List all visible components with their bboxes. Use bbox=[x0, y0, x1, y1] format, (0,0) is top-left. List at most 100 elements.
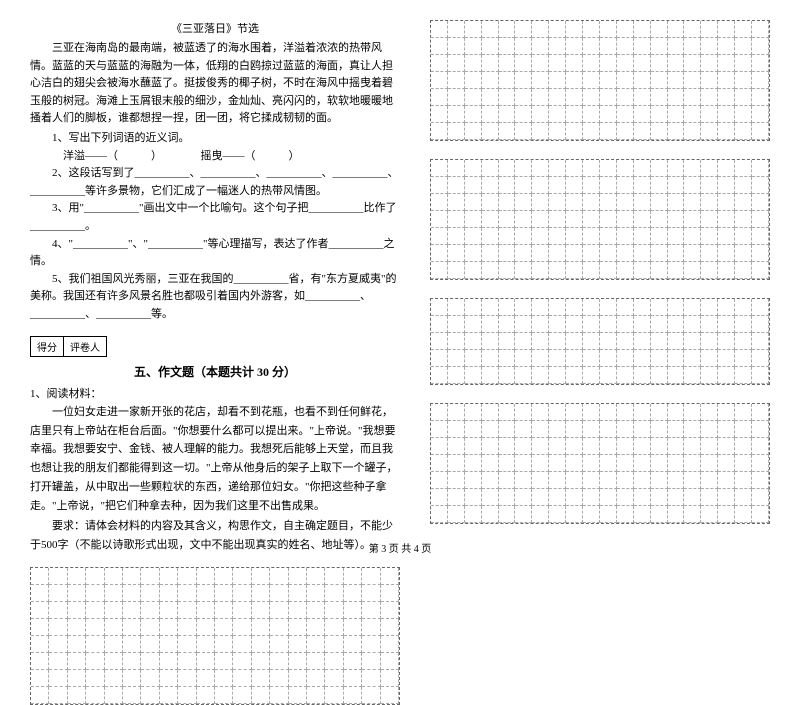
grid-cell bbox=[431, 245, 448, 262]
grid-cell bbox=[549, 316, 566, 333]
grid-cell bbox=[344, 670, 362, 687]
grid-cell bbox=[600, 89, 617, 106]
grid-cell bbox=[583, 350, 600, 367]
grid-cell bbox=[532, 106, 549, 123]
grid-cell bbox=[499, 404, 516, 421]
grid-cell bbox=[651, 160, 668, 177]
grid-cell bbox=[617, 177, 634, 194]
grid-cell bbox=[752, 333, 769, 350]
grid-cell bbox=[549, 89, 566, 106]
grid-cell bbox=[600, 489, 617, 506]
grid-cell bbox=[515, 160, 532, 177]
grid-cell bbox=[718, 404, 735, 421]
grid-cell bbox=[600, 367, 617, 384]
grid-cell bbox=[617, 350, 634, 367]
grid-cell bbox=[344, 585, 362, 602]
grid-cell bbox=[617, 21, 634, 38]
grid-cell bbox=[566, 455, 583, 472]
grid-cell bbox=[31, 636, 49, 653]
grid-cell bbox=[600, 21, 617, 38]
grid-cell bbox=[668, 72, 685, 89]
grid-cell bbox=[600, 506, 617, 523]
grid-cell bbox=[701, 367, 718, 384]
grid-cell bbox=[701, 472, 718, 489]
grid-cell bbox=[735, 55, 752, 72]
grid-cell bbox=[325, 619, 343, 636]
grid-cell bbox=[651, 367, 668, 384]
grid-cell bbox=[289, 585, 307, 602]
grid-cell bbox=[718, 245, 735, 262]
grid-cell bbox=[465, 455, 482, 472]
grid-cell bbox=[718, 55, 735, 72]
grid-cell bbox=[701, 194, 718, 211]
grid-cell bbox=[307, 653, 325, 670]
grid-cell bbox=[651, 89, 668, 106]
grid-cell bbox=[431, 177, 448, 194]
grid-cell bbox=[86, 670, 104, 687]
grid-cell bbox=[381, 602, 399, 619]
grid-cell bbox=[381, 585, 399, 602]
grid-cell bbox=[381, 687, 399, 704]
grid-cell bbox=[465, 177, 482, 194]
grid-cell bbox=[701, 245, 718, 262]
grid-cell bbox=[515, 194, 532, 211]
grid-cell bbox=[532, 506, 549, 523]
grid-cell bbox=[668, 194, 685, 211]
grid-cell bbox=[549, 455, 566, 472]
grid-cell bbox=[549, 350, 566, 367]
grid-cell bbox=[482, 438, 499, 455]
grid-cell bbox=[701, 438, 718, 455]
grid-cell bbox=[448, 194, 465, 211]
grid-cell bbox=[651, 72, 668, 89]
essay-prompt-label: 1、阅读材料： bbox=[30, 386, 400, 404]
grid-cell bbox=[448, 106, 465, 123]
grid-cell bbox=[515, 89, 532, 106]
grid-cell bbox=[651, 194, 668, 211]
question-4: 4、"__________"、"__________"等心理描写，表达了作者__… bbox=[30, 236, 400, 271]
grid-cell bbox=[668, 160, 685, 177]
grid-cell bbox=[68, 585, 86, 602]
grid-cell bbox=[718, 472, 735, 489]
grid-cell bbox=[735, 316, 752, 333]
grid-cell bbox=[583, 299, 600, 316]
grid-cell bbox=[431, 506, 448, 523]
grid-cell bbox=[651, 333, 668, 350]
grid-cell bbox=[448, 421, 465, 438]
grid-cell bbox=[735, 455, 752, 472]
question-3: 3、用"__________"画出文中一个比喻句。这个句子把__________… bbox=[30, 200, 400, 235]
grid-cell bbox=[141, 602, 159, 619]
grid-cell bbox=[583, 333, 600, 350]
grid-cell bbox=[668, 506, 685, 523]
grid-cell bbox=[86, 636, 104, 653]
grid-cell bbox=[600, 299, 617, 316]
grid-cell bbox=[482, 55, 499, 72]
grid-cell bbox=[141, 568, 159, 585]
grid-cell bbox=[566, 438, 583, 455]
grid-cell bbox=[344, 568, 362, 585]
grid-cell bbox=[381, 568, 399, 585]
grid-cell bbox=[668, 367, 685, 384]
grid-cell bbox=[583, 55, 600, 72]
grid-cell bbox=[252, 568, 270, 585]
grid-cell bbox=[252, 670, 270, 687]
grid-cell bbox=[105, 568, 123, 585]
grid-cell bbox=[465, 299, 482, 316]
grid-cell bbox=[735, 21, 752, 38]
grid-cell bbox=[634, 455, 651, 472]
grid-cell bbox=[617, 316, 634, 333]
grid-cell bbox=[718, 333, 735, 350]
grid-cell bbox=[718, 350, 735, 367]
grid-cell bbox=[49, 636, 67, 653]
grid-cell bbox=[49, 619, 67, 636]
grid-cell bbox=[668, 228, 685, 245]
grid-cell bbox=[465, 316, 482, 333]
grid-cell bbox=[431, 106, 448, 123]
grid-cell bbox=[482, 21, 499, 38]
grid-cell bbox=[448, 299, 465, 316]
grid-cell bbox=[307, 619, 325, 636]
grid-cell bbox=[532, 228, 549, 245]
grid-cell bbox=[499, 489, 516, 506]
passage-questions: 1、写出下列词语的近义词。 洋溢——（ ） 摇曳——（ ） 2、这段话写到了__… bbox=[30, 130, 400, 324]
grid-cell bbox=[482, 72, 499, 89]
grid-cell bbox=[701, 21, 718, 38]
